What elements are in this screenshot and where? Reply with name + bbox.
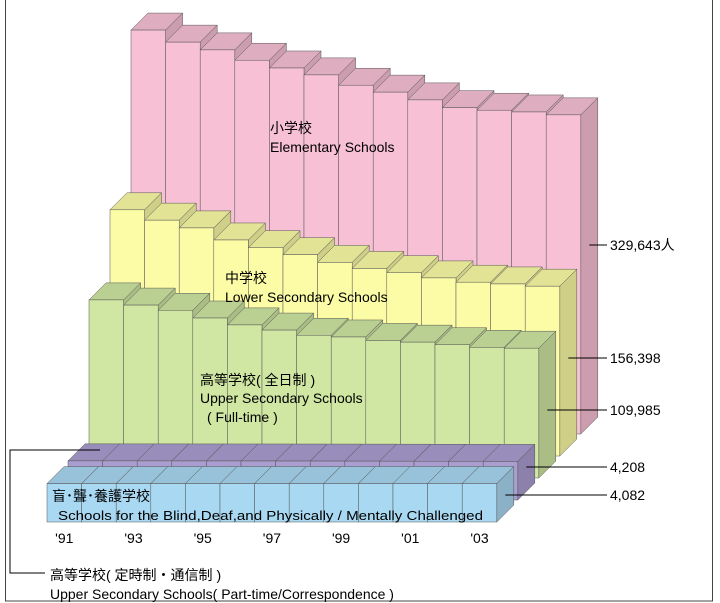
bar <box>323 483 359 523</box>
x-tick-label: '95 <box>194 530 212 546</box>
bar <box>461 483 498 523</box>
value-label: 156,398 <box>610 350 661 366</box>
series-label: 盲･聾･養護学校 <box>52 488 150 504</box>
x-tick-label: '03 <box>470 530 488 546</box>
bar <box>358 483 394 523</box>
frame <box>5 0 713 602</box>
series-label: Schools for the Blind,Deaf,and Physicall… <box>58 508 483 523</box>
x-tick-label: '99 <box>332 530 350 546</box>
value-label: 329,643人 <box>610 237 675 253</box>
x-tick-label: '01 <box>401 530 419 546</box>
series-label: 小学校 <box>270 120 312 136</box>
value-label: 4,082 <box>610 487 645 503</box>
bar <box>46 483 82 523</box>
bar-side <box>538 330 557 479</box>
series-label: 中学校 <box>225 270 267 286</box>
leader-line <box>9 449 100 574</box>
value-label: 4,208 <box>610 459 645 475</box>
bar <box>185 483 221 523</box>
series-label: Upper Secondary Schools <box>200 390 363 406</box>
series-label: 高等学校( 定時制・通信制 ) <box>50 567 221 583</box>
series-label: Upper Secondary Schools( Part-time/Corre… <box>50 586 394 602</box>
value-label: 109,985 <box>610 402 661 418</box>
bar <box>288 483 325 523</box>
bar <box>81 483 117 523</box>
x-tick-label: '91 <box>55 530 73 546</box>
x-tick-label: '93 <box>124 530 142 546</box>
x-tick-label: '97 <box>263 530 281 546</box>
bar <box>115 483 152 523</box>
bar-side <box>559 268 578 457</box>
bar <box>392 483 428 523</box>
bar <box>150 483 186 523</box>
series-label: ( Full-time ) <box>207 409 278 425</box>
bar <box>219 483 255 523</box>
series-label: Elementary Schools <box>270 139 395 155</box>
bar <box>254 483 290 523</box>
series-label: 高等学校( 全日制 ) <box>200 372 315 388</box>
bar-side <box>580 97 599 435</box>
series-label: Lower Secondary Schools <box>225 289 388 305</box>
bar <box>427 483 463 523</box>
